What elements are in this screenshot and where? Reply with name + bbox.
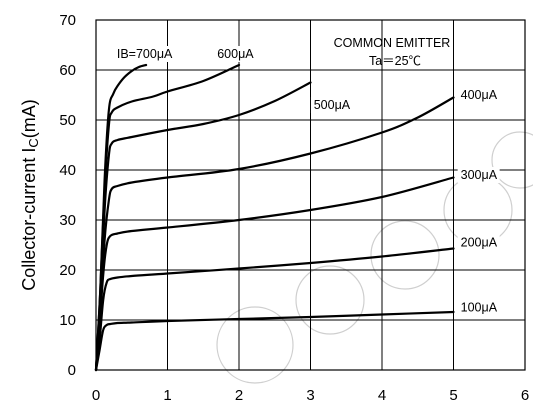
curve-label-background xyxy=(457,167,500,183)
y-tick-label: 0 xyxy=(68,362,76,379)
y-tick-label: 20 xyxy=(59,262,76,279)
x-tick-label: 6 xyxy=(521,387,529,404)
annotation-common-emitter: COMMON EMITTER xyxy=(334,36,451,50)
curve-labels: 100μA 200μA 300μA 400μA 500μA 600μA IB=700μA xyxy=(112,46,500,316)
y-tick-label: 30 xyxy=(59,212,76,229)
y-tick-label: 70 xyxy=(59,12,76,29)
curve-series-0 xyxy=(94,310,455,372)
plot-frame xyxy=(95,19,526,371)
curve-series-6 xyxy=(94,63,148,372)
curve-label: 500μA xyxy=(314,98,351,112)
curve-label: 300μA xyxy=(461,168,498,182)
y-axis-label: Collector-current IC(mA) xyxy=(19,99,41,290)
annotation-temperature: Ta＝25℃ xyxy=(369,54,421,68)
curve-label-background xyxy=(457,87,500,103)
curve-label-background xyxy=(457,234,500,251)
curve-series-3 xyxy=(94,96,455,372)
y-tick-label: 10 xyxy=(59,312,76,329)
x-tick-labels: 0 1 2 3 4 5 6 xyxy=(92,387,529,404)
y-tick-label: 60 xyxy=(59,62,76,79)
x-tick-label: 3 xyxy=(306,387,314,404)
curve-label-background xyxy=(214,46,257,62)
curve-label: 200μA xyxy=(461,236,498,250)
x-tick-label: 1 xyxy=(163,387,171,404)
curve-label-background xyxy=(457,299,500,316)
curve-label: 400μA xyxy=(461,88,498,102)
curve-series-1 xyxy=(94,247,455,372)
curve-label-background xyxy=(112,46,177,62)
x-tick-label: 2 xyxy=(235,387,243,404)
y-tick-label: 50 xyxy=(59,112,76,129)
curve-label: IB=700μA xyxy=(117,47,173,61)
curve-label-background xyxy=(310,97,353,113)
x-tick-label: 0 xyxy=(92,387,100,404)
x-tick-label: 4 xyxy=(378,387,386,404)
x-tick-label: 5 xyxy=(449,387,457,404)
y-tick-label: 40 xyxy=(59,162,76,179)
y-tick-labels: 0 10 20 30 40 50 60 70 xyxy=(59,12,76,379)
curve-label: 100μA xyxy=(461,301,498,315)
curve-series-4 xyxy=(94,81,312,372)
curve-label: 600μA xyxy=(217,47,254,61)
curves xyxy=(94,63,455,372)
